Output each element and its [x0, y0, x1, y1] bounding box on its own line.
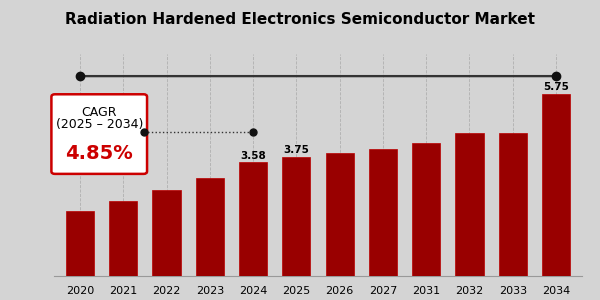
Text: 3.58: 3.58 [240, 151, 266, 161]
Bar [196, 178, 224, 276]
Bar [152, 190, 181, 276]
FancyBboxPatch shape [52, 94, 147, 174]
Text: 5.75: 5.75 [543, 82, 569, 92]
Text: Radiation Hardened Electronics Semiconductor Market: Radiation Hardened Electronics Semicondu… [65, 12, 535, 27]
Bar [326, 153, 354, 276]
Bar [499, 133, 527, 276]
Text: (2025 – 2034): (2025 – 2034) [56, 118, 143, 131]
Bar [412, 143, 440, 276]
Bar [455, 133, 484, 276]
Bar [369, 149, 397, 276]
Text: 3.75: 3.75 [283, 146, 309, 155]
Text: 4.85%: 4.85% [65, 144, 133, 164]
Bar [109, 202, 137, 276]
Bar [66, 211, 94, 276]
Text: CAGR: CAGR [82, 106, 117, 119]
Bar [239, 163, 267, 276]
Bar [542, 94, 570, 276]
Bar [282, 157, 310, 276]
